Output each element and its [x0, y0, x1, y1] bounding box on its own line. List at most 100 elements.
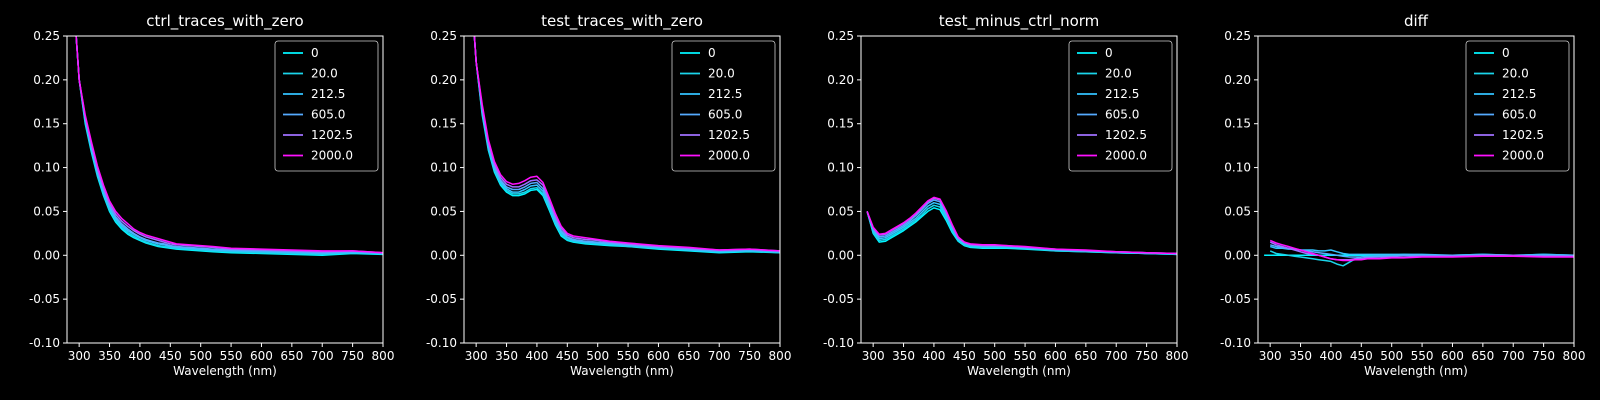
- x-tick-label: 550: [1014, 349, 1037, 363]
- x-axis-label: Wavelength (nm): [1364, 364, 1468, 378]
- x-tick-label: 450: [953, 349, 976, 363]
- x-tick-label: 350: [495, 349, 518, 363]
- x-tick-label: 650: [1074, 349, 1097, 363]
- legend-label: 2000.0: [1502, 149, 1544, 163]
- y-tick-label: 0.15: [827, 117, 854, 131]
- series-line-2000.0: [473, 36, 780, 252]
- series-group: [1264, 239, 1574, 267]
- y-tick-label: -0.05: [823, 292, 854, 306]
- x-tick-label: 800: [769, 349, 792, 363]
- y-tick-label: -0.10: [823, 336, 854, 350]
- x-tick-label: 350: [98, 349, 121, 363]
- axes-frame: [1257, 35, 1575, 344]
- x-tick-label: 550: [220, 349, 243, 363]
- axes-frame: [66, 35, 384, 344]
- x-tick-label: 350: [892, 349, 915, 363]
- x-tick-label: 300: [862, 349, 885, 363]
- x-tick-label: 450: [159, 349, 182, 363]
- series-group: [75, 36, 383, 257]
- legend-label: 2000.0: [311, 149, 353, 163]
- x-tick-label: 800: [372, 349, 395, 363]
- x-tick-label: 750: [1532, 349, 1555, 363]
- legend-label: 0: [1502, 46, 1510, 60]
- x-tick-label: 300: [465, 349, 488, 363]
- y-tick-label: 0.25: [33, 29, 60, 43]
- legend-label: 605.0: [708, 108, 742, 122]
- y-tick-label: 0.10: [1224, 161, 1251, 175]
- x-tick-label: 550: [1411, 349, 1434, 363]
- x-tick-label: 500: [586, 349, 609, 363]
- y-tick-label: 0.05: [430, 204, 457, 218]
- legend: 0 20.0 212.5 605.0 1202.5 2000.0: [671, 40, 776, 172]
- series-line-2000.0: [75, 36, 383, 254]
- legend: 0 20.0 212.5 605.0 1202.5 2000.0: [1465, 40, 1570, 172]
- y-tick-label: 0.20: [827, 73, 854, 87]
- series-group: [866, 196, 1177, 256]
- x-tick-label: 600: [250, 349, 273, 363]
- y-tick-label: 0.05: [1224, 204, 1251, 218]
- y-tick-label: 0.20: [430, 73, 457, 87]
- y-tick-label: -0.10: [1220, 336, 1251, 350]
- x-tick-label: 750: [738, 349, 761, 363]
- legend-label: 2000.0: [1105, 149, 1147, 163]
- y-tick-label: 0.15: [33, 117, 60, 131]
- series-line-605.0: [75, 36, 383, 255]
- legend: 0 20.0 212.5 605.0 1202.5 2000.0: [274, 40, 379, 172]
- legend-label: 20.0: [1105, 67, 1132, 81]
- legend-label: 1202.5: [1105, 128, 1147, 142]
- legend-label: 20.0: [311, 67, 338, 81]
- x-tick-label: 650: [280, 349, 303, 363]
- legend-label: 0: [708, 46, 716, 60]
- x-tick-label: 400: [525, 349, 548, 363]
- x-tick-label: 700: [1502, 349, 1525, 363]
- y-tick-label: 0.25: [1224, 29, 1251, 43]
- legend: 0 20.0 212.5 605.0 1202.5 2000.0: [1068, 40, 1173, 172]
- legend-label: 212.5: [708, 87, 742, 101]
- axes-frame: [463, 35, 781, 344]
- x-tick-label: 750: [341, 349, 364, 363]
- panel-3: test_minus_ctrl_norm 300 350 400 450 500 550 60…: [823, 12, 1189, 378]
- y-tick-label: -0.05: [29, 292, 60, 306]
- legend-label: 605.0: [1105, 108, 1139, 122]
- panel-2: test_traces_with_zero 300 350 400 450 500 550 6…: [426, 12, 792, 378]
- y-tick-label: 0.00: [827, 248, 854, 262]
- x-tick-label: 400: [922, 349, 945, 363]
- y-tick-label: 0.25: [430, 29, 457, 43]
- x-axis-label: Wavelength (nm): [570, 364, 674, 378]
- panel-title: ctrl_traces_with_zero: [146, 12, 303, 31]
- y-tick-label: -0.05: [426, 292, 457, 306]
- series-line-20.0: [473, 36, 780, 254]
- y-tick-label: 0.05: [33, 204, 60, 218]
- series-line-2000.0: [1269, 239, 1574, 262]
- y-tick-label: 0.15: [1224, 117, 1251, 131]
- y-tick-label: 0.20: [33, 73, 60, 87]
- x-tick-label: 300: [1259, 349, 1282, 363]
- series-line-1202.5: [75, 36, 383, 254]
- x-tick-label: 650: [1471, 349, 1494, 363]
- x-tick-label: 500: [1380, 349, 1403, 363]
- x-tick-label: 600: [1441, 349, 1464, 363]
- series-line-605.0: [473, 36, 780, 253]
- x-tick-label: 700: [708, 349, 731, 363]
- series-line-2000.0: [866, 196, 1177, 255]
- x-tick-label: 750: [1135, 349, 1158, 363]
- y-tick-label: 0.00: [1224, 248, 1251, 262]
- series-line-1202.5: [1269, 241, 1574, 261]
- series-line-1202.5: [473, 36, 780, 252]
- x-tick-label: 600: [647, 349, 670, 363]
- panel-4: diff 300 350 400 450 500 550 600 650 700 750 800 -0.…: [1220, 12, 1586, 378]
- series-group: [473, 36, 780, 254]
- y-tick-label: -0.05: [1220, 292, 1251, 306]
- x-tick-label: 800: [1563, 349, 1586, 363]
- y-tick-label: -0.10: [426, 336, 457, 350]
- x-tick-label: 800: [1166, 349, 1189, 363]
- legend-label: 212.5: [1105, 87, 1139, 101]
- legend-label: 1202.5: [311, 128, 353, 142]
- panel-1: ctrl_traces_with_zero 300 350 400 450 500 550 6…: [29, 12, 395, 378]
- legend-label: 20.0: [1502, 67, 1529, 81]
- x-tick-label: 700: [1105, 349, 1128, 363]
- legend-label: 605.0: [1502, 108, 1536, 122]
- legend-label: 0: [1105, 46, 1113, 60]
